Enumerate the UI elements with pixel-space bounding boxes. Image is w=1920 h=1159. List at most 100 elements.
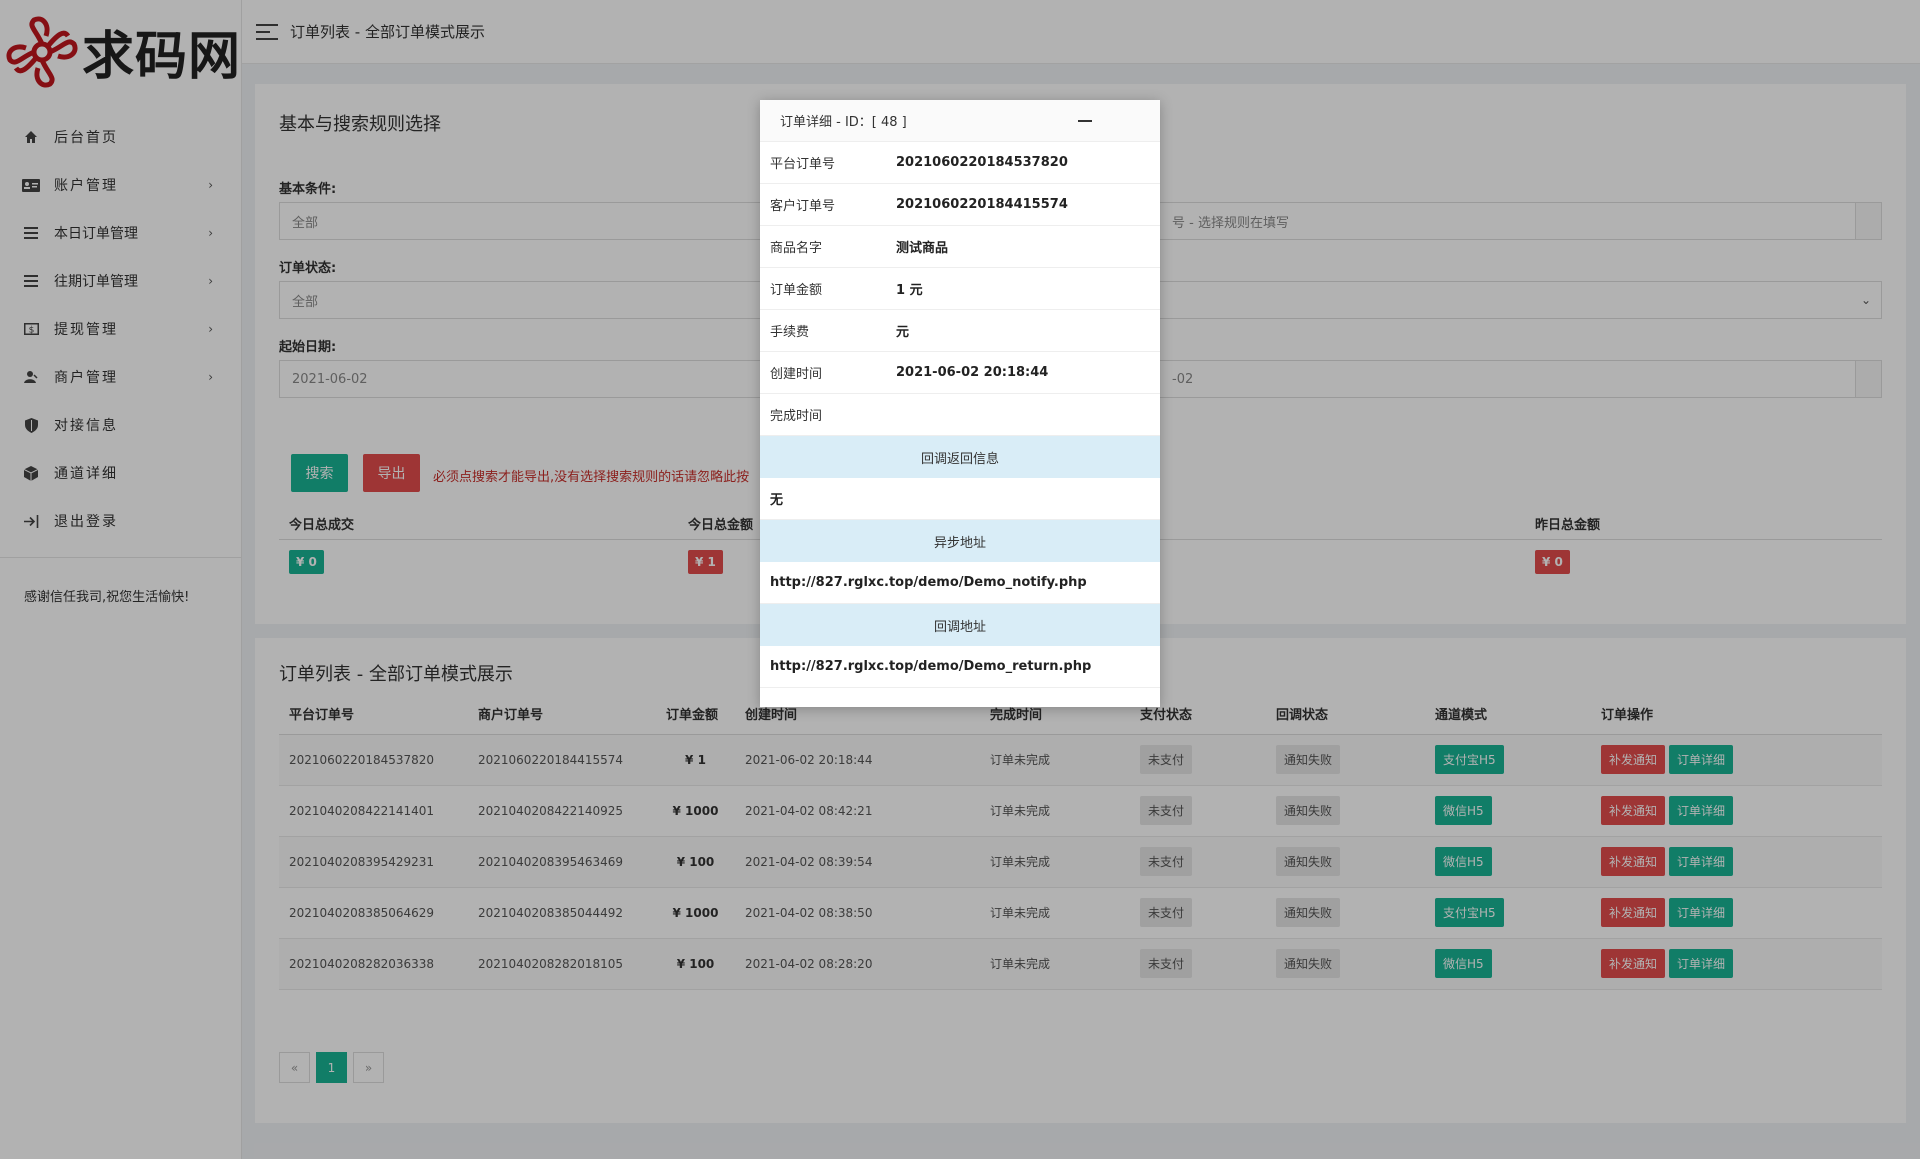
created-time: 2021-04-02 08:42:21 xyxy=(735,785,980,837)
chevron-right-icon: › xyxy=(208,274,213,288)
secondary-status-select[interactable]: ⌄ xyxy=(1159,281,1882,319)
home-icon xyxy=(22,128,40,146)
logo[interactable]: 求码网 xyxy=(0,0,241,103)
order-detail-button[interactable]: 订单详细 xyxy=(1669,898,1734,927)
finished-time: 订单未完成 xyxy=(980,938,1130,990)
basic-condition-label: 基本条件: xyxy=(279,182,337,197)
sidebar-item-logout[interactable]: 退出登录 xyxy=(0,497,241,545)
flower-logo-icon xyxy=(6,16,78,87)
merchant-order-no: 2021040208422140925 xyxy=(468,785,656,837)
sidebar-item-home[interactable]: 后台首页 xyxy=(0,113,241,161)
orders-card-title: 订单列表 - 全部订单模式展示 xyxy=(279,664,513,685)
column-header: 商户订单号 xyxy=(468,694,656,735)
stat-label: 今日总成交 xyxy=(289,518,355,533)
brand-name: 求码网 xyxy=(82,26,242,87)
next-page-button[interactable]: » xyxy=(353,1052,384,1083)
svg-text:$: $ xyxy=(28,326,34,336)
created-time: 2021-04-02 08:39:54 xyxy=(735,836,980,888)
id-card-icon xyxy=(22,176,40,194)
sidebar-item-label: 往期订单管理 xyxy=(54,274,138,290)
platform-order-no: 2021040208282036338 xyxy=(279,938,468,990)
platform-order-no: 2021040208395429231 xyxy=(279,836,468,888)
resend-notify-button[interactable]: 补发通知 xyxy=(1601,898,1666,927)
resend-notify-button[interactable]: 补发通知 xyxy=(1601,745,1666,774)
sidebar-item-label: 对接信息 xyxy=(54,418,118,434)
date-addon xyxy=(1855,361,1881,397)
merchant-order-no: 2021040208385044492 xyxy=(468,887,656,939)
sidebar-item-today-orders[interactable]: 本日订单管理 › xyxy=(0,209,241,257)
page-button-current[interactable]: 1 xyxy=(316,1052,347,1083)
pay-status-badge: 未支付 xyxy=(1140,949,1193,978)
export-button[interactable]: 导出 xyxy=(363,454,420,492)
end-date-input[interactable]: -02 xyxy=(1159,360,1882,398)
order-amount: ¥ 100 xyxy=(656,938,735,990)
pagination: « 1 » xyxy=(279,1052,390,1083)
sidebar-item-label: 通道详细 xyxy=(54,466,118,482)
detail-row-created: 创建时间 2021-06-02 20:18:44 xyxy=(760,352,1160,394)
sidebar-item-account[interactable]: 账户管理 › xyxy=(0,161,241,209)
table-row: 2021040208422141401 2021040208422140925 … xyxy=(279,785,1882,837)
finished-time: 订单未完成 xyxy=(980,734,1130,786)
search-button[interactable]: 搜索 xyxy=(291,454,348,492)
order-status-label: 订单状态: xyxy=(279,261,337,276)
resend-notify-button[interactable]: 补发通知 xyxy=(1601,949,1666,978)
order-amount: ¥ 1 xyxy=(656,734,735,786)
minimize-icon[interactable] xyxy=(1078,120,1092,122)
detail-key: 创建时间 xyxy=(770,367,823,382)
keyword-placeholder: 号 - 选择规则在填写 xyxy=(1172,215,1289,231)
chevron-right-icon: › xyxy=(208,178,213,192)
chevron-right-icon: › xyxy=(208,370,213,384)
order-status-value: 全部 xyxy=(292,294,319,310)
sidebar-item-withdraw[interactable]: $ 提现管理 › xyxy=(0,305,241,353)
pay-status-badge: 未支付 xyxy=(1140,796,1193,825)
sidebar-item-channel[interactable]: 通道详细 xyxy=(0,449,241,497)
order-detail-button[interactable]: 订单详细 xyxy=(1669,745,1734,774)
finished-time: 订单未完成 xyxy=(980,887,1130,939)
menu-toggle-icon[interactable] xyxy=(256,23,278,40)
sidebar-item-merchant[interactable]: 商户管理 › xyxy=(0,353,241,401)
logout-icon xyxy=(22,512,40,530)
keyword-input[interactable]: 号 - 选择规则在填写 xyxy=(1159,202,1882,240)
shield-icon xyxy=(22,416,40,434)
resend-notify-button[interactable]: 补发通知 xyxy=(1601,796,1666,825)
sidebar-item-label: 本日订单管理 xyxy=(54,226,138,242)
orders-table: 平台订单号 商户订单号 订单金额 创建时间 完成时间 支付状态 回调状态 通道模… xyxy=(279,694,1882,990)
detail-value: 1 元 xyxy=(896,283,923,298)
sidebar-item-label: 账户管理 xyxy=(54,178,118,194)
prev-page-button[interactable]: « xyxy=(279,1052,310,1083)
search-card-title: 基本与搜索规则选择 xyxy=(279,114,441,135)
basic-condition-value: 全部 xyxy=(292,215,319,231)
detail-value: 2021060220184415574 xyxy=(896,197,1068,212)
stat-badge: ¥ 0 xyxy=(1535,550,1570,574)
chevron-right-icon: › xyxy=(208,322,213,336)
sidebar-item-past-orders[interactable]: 往期订单管理 › xyxy=(0,257,241,305)
detail-value: 2021060220184537820 xyxy=(896,155,1068,170)
stat-label: 昨日总金额 xyxy=(1535,518,1601,533)
order-detail-button[interactable]: 订单详细 xyxy=(1669,949,1734,978)
resend-notify-button[interactable]: 补发通知 xyxy=(1601,847,1666,876)
channel-badge: 微信H5 xyxy=(1435,949,1492,978)
user-icon xyxy=(22,368,40,386)
cube-icon xyxy=(22,464,40,482)
sidebar-item-label: 退出登录 xyxy=(54,514,118,530)
start-date-value: 2021-06-02 xyxy=(292,371,368,387)
table-row: 2021040208385064629 2021040208385044492 … xyxy=(279,887,1882,939)
merchant-order-no: 2021040208282018105 xyxy=(468,938,656,990)
callback-status-badge: 通知失败 xyxy=(1276,949,1341,978)
stat-badge: ¥ 0 xyxy=(289,550,324,574)
end-date-value: -02 xyxy=(1172,371,1194,387)
detail-key: 手续费 xyxy=(770,325,810,340)
merchant-order-no: 2021040208395463469 xyxy=(468,836,656,888)
callback-status-badge: 通知失败 xyxy=(1276,745,1341,774)
order-detail-button[interactable]: 订单详细 xyxy=(1669,847,1734,876)
channel-badge: 支付宝H5 xyxy=(1435,745,1504,774)
callback-status-badge: 通知失败 xyxy=(1276,847,1341,876)
orders-card: 订单列表 - 全部订单模式展示 平台订单号 商户订单号 订单金额 创建时间 完成… xyxy=(255,638,1906,1123)
list-icon xyxy=(22,272,40,290)
platform-order-no: 2021040208422141401 xyxy=(279,785,468,837)
order-amount: ¥ 1000 xyxy=(656,887,735,939)
order-detail-modal: 订单详细 - ID：[ 48 ] 平台订单号 20210602201845378… xyxy=(760,100,1160,707)
sidebar-item-integration[interactable]: 对接信息 xyxy=(0,401,241,449)
callback-status-badge: 通知失败 xyxy=(1276,898,1341,927)
order-detail-button[interactable]: 订单详细 xyxy=(1669,796,1734,825)
